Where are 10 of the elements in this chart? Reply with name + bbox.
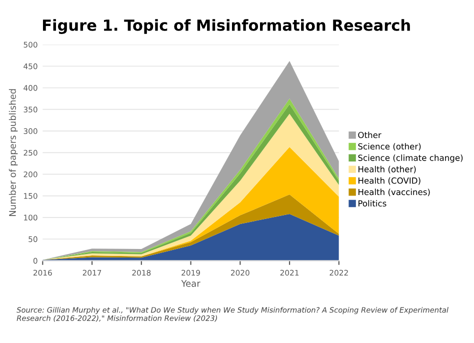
y-axis-title: Number of papers published: [8, 89, 18, 216]
legend-label: Health (COVID): [358, 177, 420, 185]
legend-label: Health (vaccines): [358, 188, 430, 196]
chart-title: Figure 1. Topic of Misinformation Research: [42, 19, 410, 34]
legend-label: Politics: [358, 200, 386, 207]
x-axis-title: Year: [181, 280, 200, 287]
legend-label: Science (other): [358, 143, 421, 151]
legend-label: Science (climate change): [358, 154, 463, 163]
legend-label: Health (other): [358, 166, 416, 174]
legend-label: Other: [358, 132, 382, 138]
